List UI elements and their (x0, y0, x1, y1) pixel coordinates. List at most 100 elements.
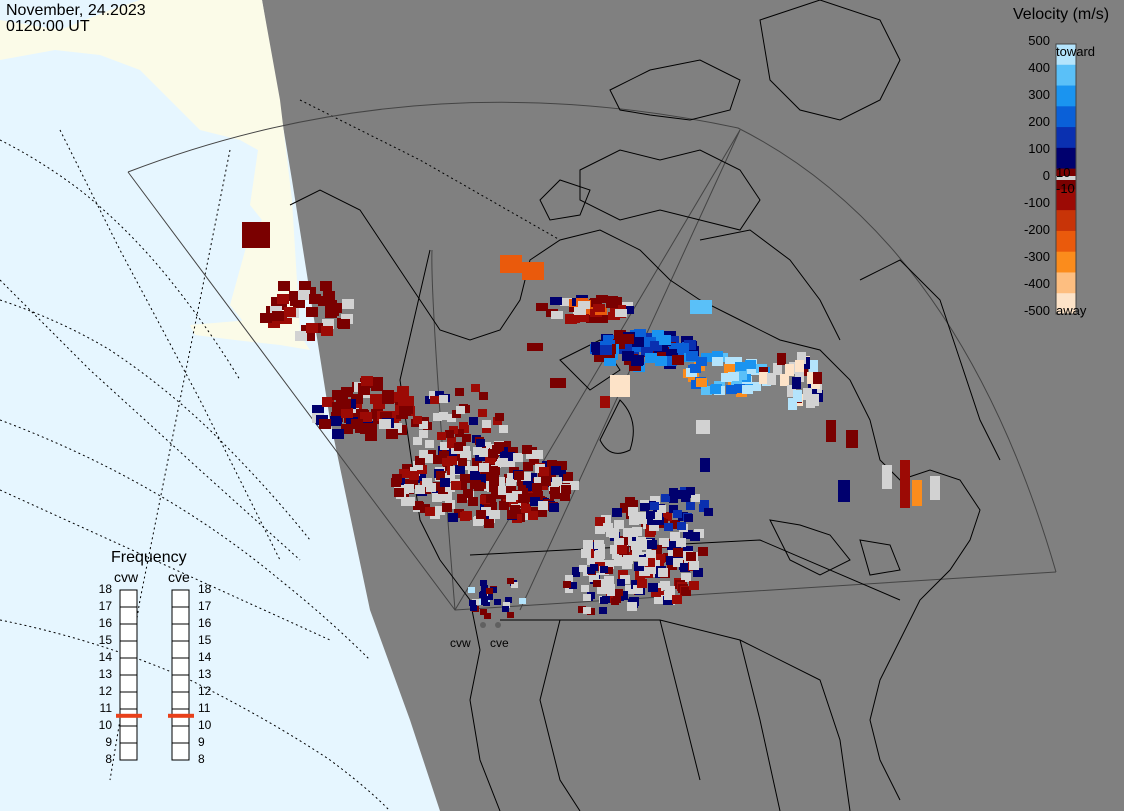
scatter-cell (785, 364, 794, 376)
scatter-cell (392, 392, 404, 402)
colorbar-segment (1056, 293, 1076, 315)
scatter-cell (451, 481, 461, 490)
frequency-tick: 13 (198, 667, 212, 681)
frequency-tick: 10 (98, 718, 112, 732)
scatter-cell (745, 360, 756, 369)
scatter-cell (735, 362, 746, 371)
scatter-cell (655, 517, 664, 525)
scatter-cell (681, 573, 691, 582)
frequency-title: Frequency (111, 549, 187, 566)
scatter-cell (447, 440, 456, 448)
scatter-cell (600, 345, 612, 355)
scatter-cell (673, 548, 683, 557)
scatter-cell (373, 399, 385, 409)
scatter-cell (361, 376, 373, 386)
scatter-cell (409, 471, 419, 480)
scatter-cell (650, 341, 662, 351)
scatter-cell (599, 607, 607, 614)
velocity-tick: 0 (1042, 168, 1050, 183)
scatter-cell (672, 595, 682, 604)
scatter-cell (600, 566, 608, 573)
scatter-cell (419, 450, 428, 458)
scatter-cell (322, 397, 334, 407)
scatter-cell (480, 609, 487, 615)
scatter-cell (787, 385, 796, 397)
scatter-cell (574, 307, 586, 315)
scatter-cell (532, 483, 542, 492)
scatter-cell (529, 456, 539, 465)
scatter-cell (572, 570, 580, 577)
scatter-cell (473, 447, 482, 455)
scatter-cell (728, 372, 739, 381)
scatter-cell (665, 356, 677, 366)
scatter-cell (686, 502, 695, 510)
scatter-cell (638, 557, 648, 566)
scatter-cell (690, 364, 701, 373)
scatter-cell (365, 431, 377, 441)
scatter-cell (609, 529, 619, 538)
scatter-cell (670, 520, 680, 529)
scatter-cell (507, 473, 517, 482)
scatter-cell (425, 507, 435, 516)
scatter-cell (468, 587, 475, 593)
scatter-cell (298, 290, 310, 300)
daylight-land (0, 0, 300, 345)
scatter-cell (731, 377, 742, 386)
scatter-cell (486, 494, 496, 503)
scatter-cell (508, 447, 518, 456)
velocity-tick: -300 (1023, 249, 1050, 264)
scatter-cell (330, 416, 342, 426)
scatter-cell (670, 532, 680, 541)
scatter-cell (601, 515, 611, 524)
scatter-cell (646, 550, 656, 559)
scatter-cell (647, 517, 656, 525)
frequency-tick: 16 (198, 616, 212, 630)
scatter-cell (704, 508, 713, 516)
scatter-cell (666, 556, 676, 565)
scatter-cell (320, 281, 332, 291)
scatter-cell (463, 489, 473, 498)
scatter-cell (380, 412, 392, 422)
scatter-cell (495, 477, 505, 486)
colorbar-segment (1056, 85, 1076, 107)
scatter-cell (641, 541, 651, 550)
scatter-cell (605, 567, 613, 574)
scatter-cell (278, 281, 290, 291)
scatter-cell (731, 357, 742, 366)
scatter-cell (549, 503, 559, 512)
scatter-cell (325, 300, 337, 310)
scatter-cell (625, 585, 635, 594)
scatter-cell (604, 560, 614, 569)
scatter-cell (680, 563, 690, 572)
scatter-cell (613, 596, 621, 603)
scatter-cell (280, 314, 292, 324)
scatter-cell (606, 300, 618, 308)
scatter-cell (401, 497, 411, 506)
time-label: 0120:00 UT (6, 18, 90, 35)
frequency-tick: 18 (98, 582, 112, 596)
scatter-cell (649, 522, 659, 531)
scatter-cell (788, 398, 797, 410)
scatter-cell (645, 558, 655, 567)
scatter-cell (689, 561, 699, 570)
colorbar-zero-band (1056, 176, 1076, 180)
frequency-bars (116, 589, 194, 761)
scatter-cell (473, 517, 483, 526)
scatter-cell (499, 501, 509, 510)
velocity-tick: -100 (1023, 195, 1050, 210)
scatter-cell (677, 490, 686, 498)
scatter-cell (646, 511, 655, 519)
scatter-cell (577, 314, 589, 322)
scatter-cell (478, 409, 487, 417)
frequency-tick: 12 (198, 684, 212, 698)
scatter-cell (701, 386, 712, 395)
scatter-cell (579, 565, 587, 572)
scatter-cell (322, 319, 334, 329)
scatter-cell (689, 581, 699, 590)
scatter-cell (392, 474, 402, 483)
scatter-cell (637, 512, 647, 521)
scatter-cell (472, 458, 482, 467)
scatter-cell (474, 482, 484, 491)
scatter-cell (319, 419, 331, 429)
